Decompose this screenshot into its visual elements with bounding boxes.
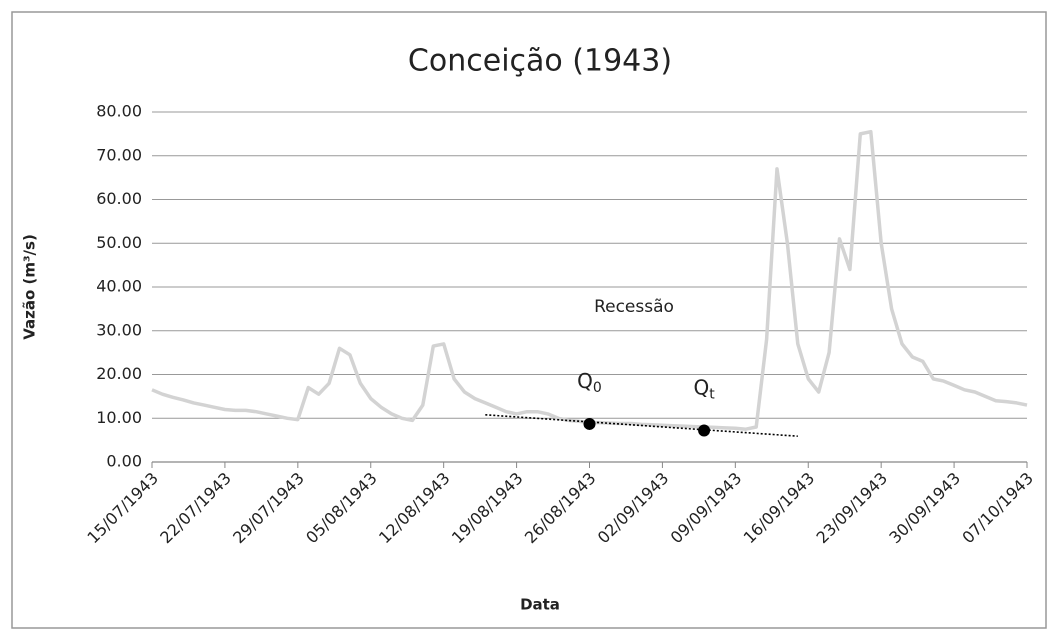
point-label-text: Q bbox=[577, 368, 593, 392]
y-tick-label: 80.00 bbox=[96, 102, 142, 121]
point-label-sub: t bbox=[709, 387, 715, 403]
x-axis-label: Data bbox=[520, 596, 560, 614]
chart-frame bbox=[11, 11, 1047, 629]
point-label: Q0 bbox=[577, 368, 602, 396]
point-label-text: Q bbox=[693, 375, 709, 399]
y-tick-label: 10.00 bbox=[96, 408, 142, 427]
y-tick-label: 70.00 bbox=[96, 145, 142, 164]
y-tick-label: 50.00 bbox=[96, 233, 142, 252]
point-label-sub: 0 bbox=[593, 380, 602, 396]
y-tick-label: 30.00 bbox=[96, 320, 142, 339]
annotation: Recessão bbox=[594, 297, 674, 317]
y-tick-label: 0.00 bbox=[106, 452, 142, 471]
trend-line bbox=[485, 414, 798, 437]
recession-point bbox=[583, 417, 596, 430]
y-tick-label: 40.00 bbox=[96, 277, 142, 296]
y-axis-label: Vazão (m³/s) bbox=[21, 234, 39, 340]
recession-point bbox=[698, 424, 711, 437]
y-tick-label: 60.00 bbox=[96, 189, 142, 208]
point-label: Qt bbox=[693, 375, 715, 403]
y-tick-label: 20.00 bbox=[96, 364, 142, 383]
chart-title: Conceição (1943) bbox=[408, 44, 672, 79]
